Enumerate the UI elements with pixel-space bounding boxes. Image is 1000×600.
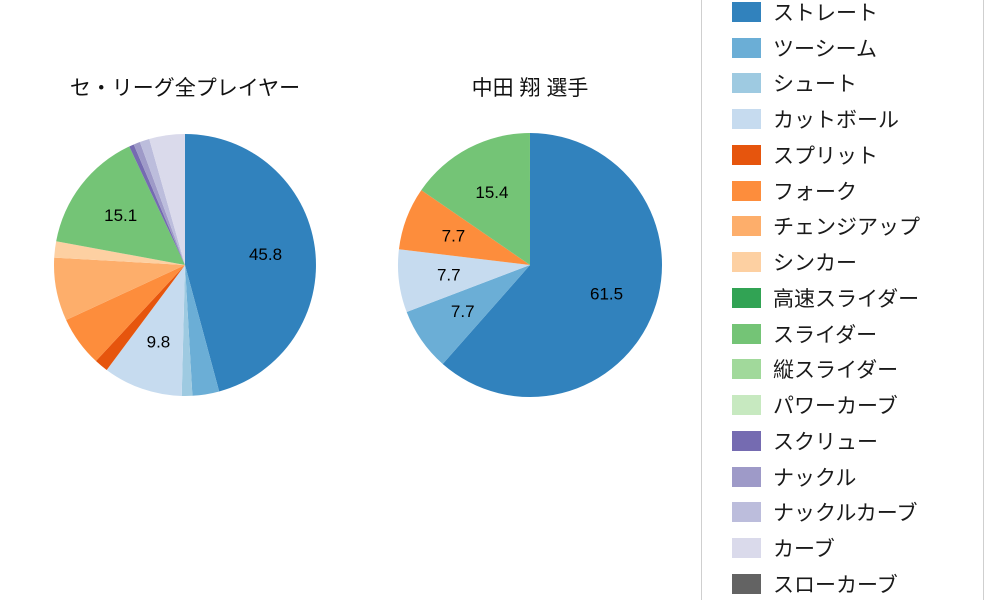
- legend-color-swatch: [732, 252, 761, 273]
- legend-item-ナックルカーブ: ナックルカーブ: [732, 495, 983, 531]
- slice-value-label: 45.8: [249, 245, 282, 264]
- legend-item-縦スライダー: 縦スライダー: [732, 352, 983, 388]
- legend-color-swatch: [732, 466, 761, 487]
- legend-color-swatch: [732, 359, 761, 380]
- legend-color-swatch: [732, 216, 761, 237]
- chart-title-left: セ・リーグ全プレイヤー: [69, 77, 301, 100]
- legend-color-swatch: [732, 1, 761, 22]
- slice-value-label: 61.5: [590, 284, 623, 303]
- legend-item-label: シンカー: [773, 252, 857, 276]
- pie-slice-ナックルカーブ: [139, 138, 185, 265]
- slice-value-label: 9.8: [147, 332, 171, 351]
- pie-slice-チェンジアップ: [54, 257, 185, 321]
- legend-color-swatch: [732, 73, 761, 94]
- pie-slice-ストレート: [185, 134, 316, 392]
- legend-item-スクリュー: スクリュー: [732, 423, 983, 459]
- legend-item-label: ストレート: [773, 1, 878, 25]
- pie-slice-フォーク: [398, 190, 530, 265]
- legend-item-スプリット: スプリット: [732, 137, 983, 173]
- chart-title-right: 中田 翔 選手: [471, 77, 589, 100]
- legend-color-swatch: [732, 430, 761, 451]
- pie-slice-ツーシーム: [185, 265, 220, 396]
- legend-item-パワーカーブ: パワーカーブ: [732, 387, 983, 423]
- legend-color-swatch: [732, 109, 761, 130]
- legend-color-swatch: [732, 37, 761, 58]
- slice-value-label: 7.7: [451, 302, 475, 321]
- legend: ストレートツーシームシュートカットボール スプリットフォークチェンジアップ シンカー…: [701, 0, 984, 600]
- legend-item-シンカー: シンカー: [732, 244, 983, 280]
- legend-item-label: スクリュー: [773, 430, 878, 454]
- pie-slice-カーブ: [149, 134, 185, 265]
- legend-item-label: ツーシーム: [773, 37, 877, 61]
- legend-color-swatch: [732, 144, 761, 165]
- legend-item-カットボール: カットボール: [732, 101, 983, 137]
- legend-item-ナックル: ナックル: [732, 459, 983, 495]
- legend-item-label: ナックル: [773, 466, 857, 490]
- legend-color-swatch: [732, 287, 761, 308]
- legend-item-label: スライダー: [773, 323, 878, 347]
- legend-color-swatch: [732, 502, 761, 523]
- legend-color-swatch: [732, 323, 761, 344]
- legend-item-label: 高速スライダー: [773, 287, 920, 311]
- legend-color-swatch: [732, 538, 761, 559]
- legend-item-label: カーブ: [773, 538, 835, 562]
- pie-slice-ナックル: [133, 142, 185, 265]
- legend-item-label: スプリット: [773, 144, 878, 168]
- legend-item-カーブ: カーブ: [732, 530, 983, 566]
- pie-slice-スクリュー: [129, 144, 185, 265]
- pie-slice-スライダー: [56, 146, 185, 265]
- slice-value-label: 7.7: [437, 266, 461, 285]
- pie-chart-left: 45.8 9.8 15.1: [54, 134, 316, 397]
- slice-value-label: 15.1: [104, 206, 137, 225]
- legend-item-label: ナックルカーブ: [773, 502, 918, 526]
- legend-item-label: スローカーブ: [773, 573, 898, 597]
- legend-item-label: シュート: [773, 73, 857, 97]
- pie-slice-カットボール: [106, 265, 185, 396]
- legend-item-スローカーブ: スローカーブ: [732, 566, 983, 600]
- legend-item-シュート: シュート: [732, 66, 983, 102]
- slice-value-label: 7.7: [442, 227, 466, 246]
- legend-item-高速スライダー: 高速スライダー: [732, 280, 983, 316]
- legend-item-ストレート: ストレート: [732, 0, 983, 30]
- legend-item-label: チェンジアップ: [773, 216, 920, 240]
- pie-slice-フォーク: [66, 265, 185, 362]
- legend-item-チェンジアップ: チェンジアップ: [732, 209, 983, 245]
- pie-slice-シュート: [181, 265, 193, 397]
- legend-item-label: フォーク: [773, 180, 857, 204]
- legend-color-swatch: [732, 395, 761, 416]
- legend-item-ツーシーム: ツーシーム: [732, 30, 983, 66]
- pie-slice-シンカー: [54, 241, 186, 265]
- legend-item-label: カットボール: [773, 109, 899, 133]
- pie-slice-ツーシーム: [406, 265, 530, 365]
- pie-slice-スプリット: [95, 265, 185, 371]
- pie-slice-ストレート: [442, 133, 663, 397]
- slice-value-label: 15.4: [475, 183, 508, 202]
- pie-slice-カットボール: [398, 249, 530, 313]
- legend-item-スライダー: スライダー: [732, 316, 983, 352]
- legend-item-フォーク: フォーク: [732, 173, 983, 209]
- legend-item-label: 縦スライダー: [773, 359, 899, 383]
- legend-item-label: パワーカーブ: [773, 395, 898, 419]
- pie-slice-スライダー: [421, 133, 530, 265]
- legend-color-swatch: [732, 180, 761, 201]
- legend-color-swatch: [732, 573, 761, 594]
- pie-chart-right: 61.5 7.7 7.7 7.7 15.4: [398, 133, 663, 397]
